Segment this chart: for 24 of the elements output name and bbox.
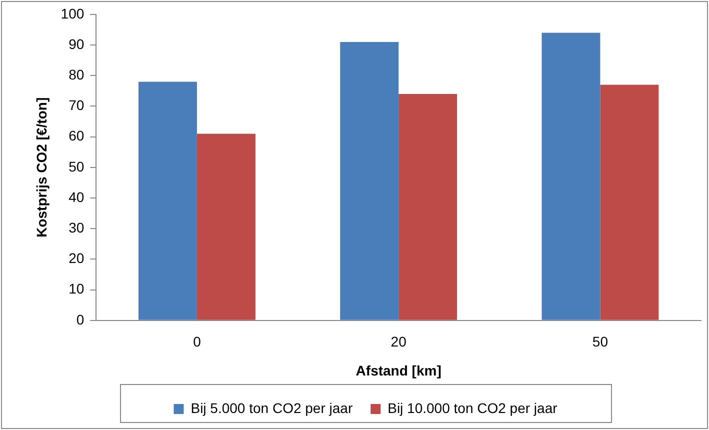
y-tick-label: 70 (68, 97, 84, 114)
x-tick-label: 0 (193, 334, 202, 350)
y-tick-label: 50 (68, 158, 84, 174)
bar (398, 94, 458, 320)
y-tick-label: 10 (68, 280, 84, 297)
y-axis-title: Kostprijs CO2 [€/ton] (33, 97, 50, 238)
legend-label: Bij 10.000 ton CO2 per jaar (388, 400, 558, 416)
bar (542, 32, 600, 320)
x-tick-label: 20 (390, 334, 407, 350)
y-tick-label: 60 (68, 128, 84, 144)
y-tick-label: 30 (68, 219, 84, 236)
y-tick-label: 90 (68, 36, 84, 52)
bar (340, 42, 399, 320)
y-tick-label: 0 (76, 311, 84, 328)
bar (138, 82, 197, 320)
y-tick-label: 20 (68, 250, 84, 266)
legend-label: Bij 5.000 ton CO2 per jaar (190, 400, 353, 416)
bar (196, 134, 256, 320)
y-tick-label: 40 (68, 188, 84, 205)
bar (600, 84, 659, 320)
x-tick-label: 50 (592, 334, 608, 350)
y-tick-label: 100 (60, 5, 84, 22)
y-tick-label: 80 (68, 66, 84, 82)
x-axis-title: Afstand [km] (356, 362, 442, 378)
